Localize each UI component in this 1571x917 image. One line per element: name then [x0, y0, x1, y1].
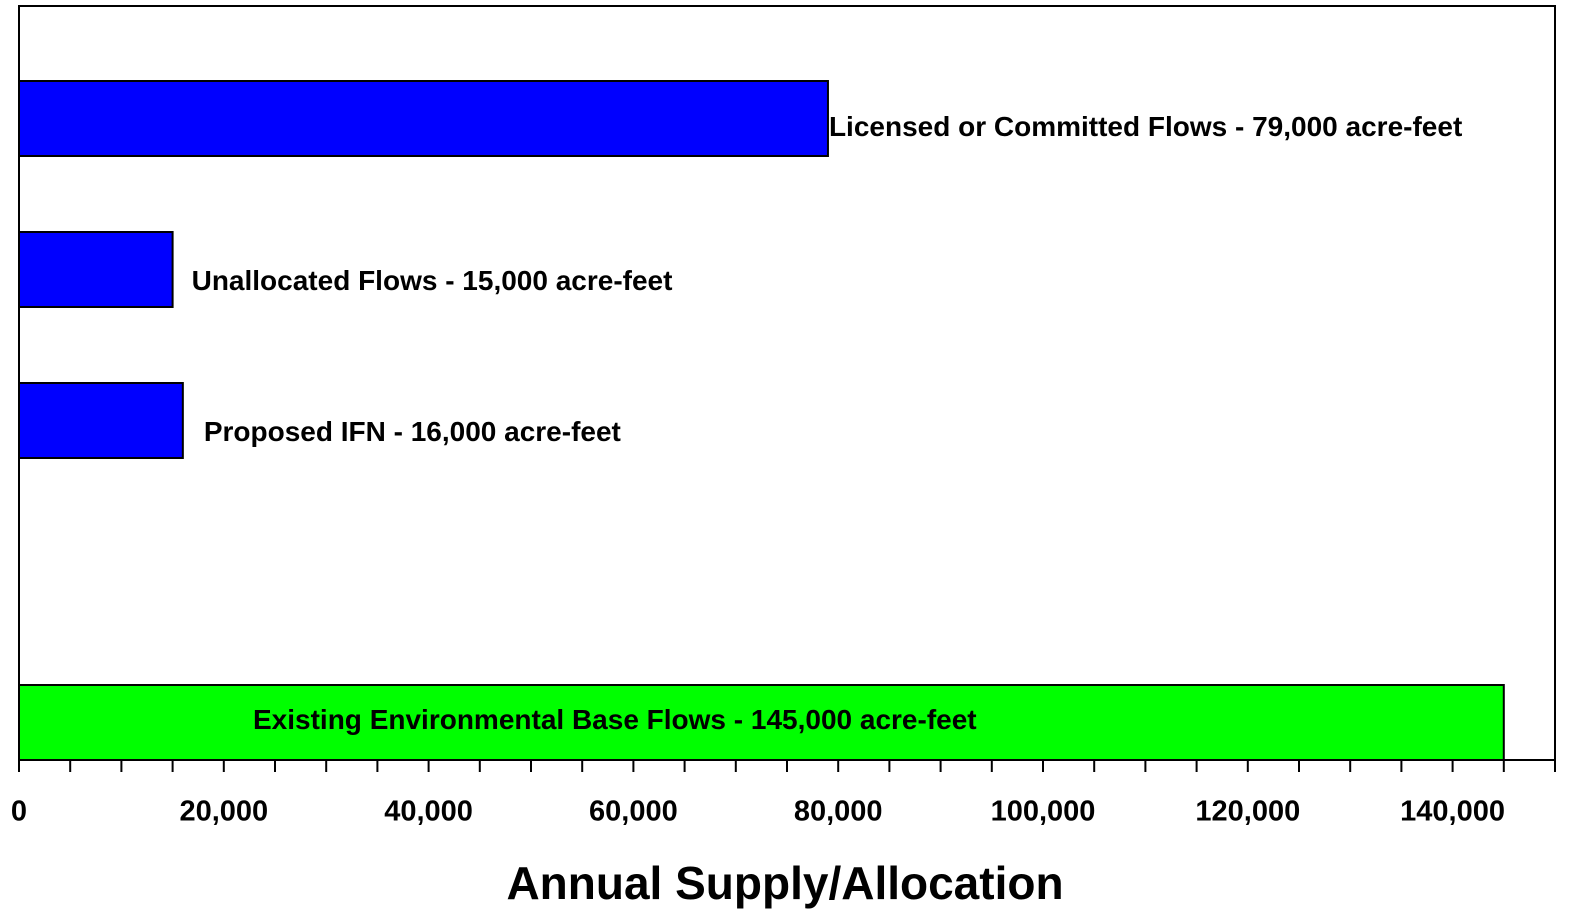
x-tick-label: 100,000: [991, 796, 1096, 828]
x-axis-title: Annual Supply/Allocation: [506, 857, 1063, 909]
data-label: Proposed IFN - 16,000 acre-feet: [204, 416, 621, 447]
bar: [18, 382, 184, 459]
bar: [18, 231, 174, 308]
x-tick-label: 40,000: [384, 796, 473, 828]
x-tick-label: 120,000: [1195, 796, 1300, 828]
data-label: Unallocated Flows - 15,000 acre-feet: [192, 265, 673, 296]
data-label: Licensed or Committed Flows - 79,000 acr…: [829, 111, 1462, 142]
bar: [18, 684, 1505, 761]
x-tick-label: 0: [11, 796, 27, 828]
x-tick-label: 60,000: [589, 796, 678, 828]
x-tick-label: 80,000: [794, 796, 883, 828]
x-tick-label: 20,000: [179, 796, 268, 828]
x-tick-label: 140,000: [1400, 796, 1505, 828]
bar: [18, 80, 829, 157]
data-label: Existing Environmental Base Flows - 145,…: [253, 704, 977, 735]
